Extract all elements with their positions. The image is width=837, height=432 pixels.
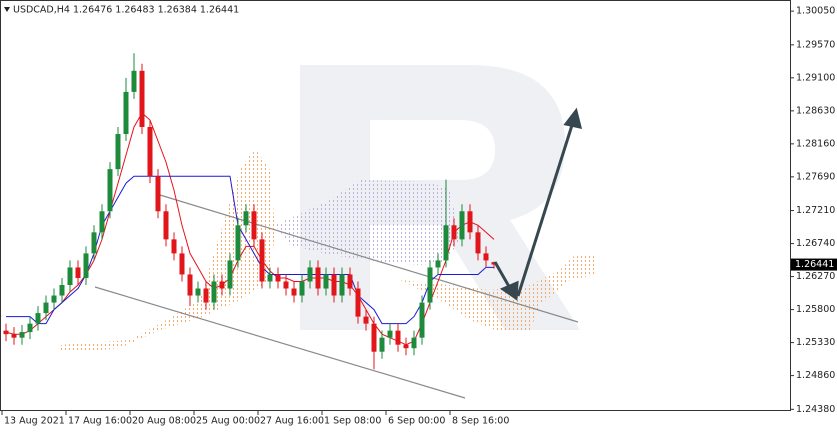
candle-body: [323, 274, 329, 289]
candle-body: [91, 232, 97, 254]
candle-body: [27, 323, 33, 333]
plot: [3, 53, 497, 370]
candle-body: [307, 267, 313, 282]
candle-body: [259, 239, 265, 282]
candle-body: [339, 274, 345, 296]
candle-body: [435, 260, 441, 268]
candle-body: [451, 225, 457, 240]
channel-lower: [94, 286, 466, 399]
x-tick-label: 25 Aug 00:00: [196, 416, 260, 427]
candle-body: [475, 232, 481, 254]
candle-body: [171, 239, 177, 254]
candle-body: [355, 288, 361, 317]
y-tick-label: 1.25800: [796, 304, 835, 315]
candle-body: [211, 281, 217, 303]
candle-body: [3, 330, 9, 335]
candle-body: [235, 225, 241, 261]
candle-body: [147, 126, 153, 177]
channel-upper: [159, 194, 579, 323]
candle-body: [395, 330, 401, 345]
x-tick-label: 17 Aug 16:00: [68, 416, 132, 427]
candle-body: [251, 211, 257, 240]
candle-body: [267, 274, 273, 282]
candle-body: [379, 337, 385, 352]
x-tick-label: 8 Sep 16:00: [452, 416, 509, 427]
y-tick-label: 1.28160: [796, 138, 835, 149]
candle-body: [59, 285, 65, 296]
x-tick-label: 1 Sep 08:00: [324, 416, 381, 427]
candle-body: [443, 225, 449, 261]
arrow-up: [516, 121, 575, 297]
title-marker: [4, 7, 10, 12]
x-tick-label: 13 Aug 2021: [4, 416, 65, 427]
candle-body: [371, 323, 377, 352]
x-tick-label: 6 Sep 00:00: [388, 416, 445, 427]
candle-body: [203, 288, 209, 303]
candle-body: [227, 260, 233, 289]
y-tick-label: 1.30050: [796, 6, 835, 17]
candle-body: [419, 302, 425, 338]
candle-body: [483, 253, 489, 261]
y-tick-label: 1.29570: [796, 39, 835, 50]
candle-body: [107, 169, 113, 212]
candle-body: [491, 262, 497, 265]
candle-body: [179, 253, 185, 275]
y-tick-label: 1.28630: [796, 105, 835, 116]
candle-body: [139, 70, 145, 127]
chart-title: USDCAD,H4 1.26476 1.26483 1.26384 1.2644…: [13, 5, 239, 16]
candle-body: [363, 316, 369, 324]
candle-body: [411, 337, 417, 349]
candle-body: [35, 313, 41, 324]
plot-frame: [0, 0, 791, 411]
candle-body: [291, 288, 297, 296]
forecast-arrows: [493, 107, 583, 301]
price-tag: 1.26441: [795, 259, 834, 270]
candle-body: [403, 344, 409, 349]
y-tick-label: 1.26740: [796, 238, 835, 249]
candle-body: [427, 267, 433, 303]
candle-body: [19, 332, 25, 338]
y-tick-label: 1.25330: [796, 337, 835, 348]
candle-body: [83, 253, 89, 278]
candle-body: [51, 295, 57, 303]
candle-body: [387, 330, 393, 338]
y-tick-label: 1.29100: [796, 72, 835, 83]
candle-body: [67, 267, 73, 286]
candle-body: [283, 281, 289, 289]
candle-body: [299, 281, 305, 296]
candle-body: [75, 267, 81, 278]
candle-body: [331, 274, 337, 296]
candle-body: [11, 334, 17, 338]
y-tick-label: 1.27690: [796, 171, 835, 182]
candle-body: [347, 274, 353, 289]
candle-body: [123, 91, 129, 135]
candle-body: [275, 274, 281, 282]
cloud-bearish: [60, 148, 275, 352]
candle-body: [459, 211, 465, 240]
candle-body: [115, 134, 121, 170]
arrow-head: [499, 280, 519, 301]
candle-body: [243, 211, 249, 226]
price-tag-bg: [791, 258, 837, 271]
y-tick-label: 1.24860: [796, 370, 835, 381]
candle-body: [131, 70, 137, 92]
cloud-future: [400, 255, 595, 332]
arrow-head: [563, 107, 583, 129]
y-tick-label: 1.24380: [796, 404, 835, 415]
candle-body: [467, 211, 473, 233]
y-tick-label: 1.27210: [796, 205, 835, 216]
candle-body: [219, 281, 225, 289]
candle-body: [187, 274, 193, 296]
candle-body: [43, 302, 49, 314]
candle-body: [155, 176, 161, 212]
candle-body: [163, 211, 169, 240]
x-tick-label: 27 Aug 16:00: [260, 416, 324, 427]
candle-body: [315, 267, 321, 289]
x-tick-label: 20 Aug 08:00: [132, 416, 196, 427]
candle-body: [195, 288, 201, 296]
candle-body: [99, 211, 105, 233]
y-tick-label: 1.26270: [796, 271, 835, 282]
